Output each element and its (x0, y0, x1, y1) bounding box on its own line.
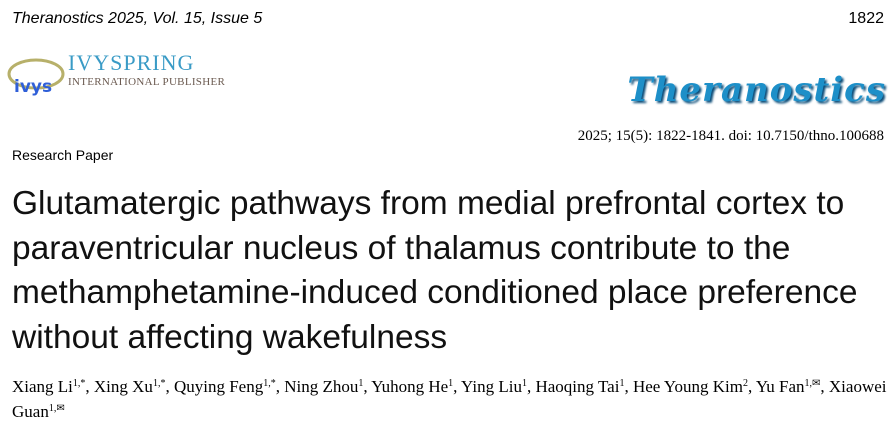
author-affiliation: 1,* (263, 378, 276, 389)
publisher-subtitle: INTERNATIONAL PUBLISHER (68, 76, 226, 88)
page-number: 1822 (848, 10, 884, 27)
author-affiliation: 1,* (152, 378, 166, 389)
author-affiliation: 1,✉ (804, 378, 821, 389)
author: Xing Xu1,* (94, 377, 166, 396)
author-name: Xing Xu (93, 377, 153, 396)
author: Ning Zhou1 (284, 377, 363, 396)
author-name: Ying Liu (461, 377, 522, 396)
author: Xiang Li1,* (12, 377, 85, 396)
author: Haoqing Tai1 (535, 377, 624, 396)
author-name: Hee Young Kim (632, 377, 743, 396)
author: Yu Fan1,✉ (756, 377, 821, 396)
author: Yuhong He1 (371, 377, 453, 396)
author-name: Quying Feng (173, 377, 264, 396)
running-header: Theranostics 2025, Vol. 15, Issue 5 (12, 10, 263, 27)
author-affiliation: 1,* (72, 378, 86, 389)
author: Ying Liu1 (461, 377, 527, 396)
author: Hee Young Kim2 (633, 377, 748, 396)
author-name: Yu Fan (755, 377, 805, 396)
paper-title: Glutamatergic pathways from medial prefr… (12, 185, 858, 356)
author-affiliation: 2 (742, 378, 748, 389)
author: Quying Feng1,* (174, 377, 276, 396)
citation: 2025; 15(5): 1822-1841. doi: 10.7150/thn… (577, 128, 884, 144)
author-name: Yuhong He (371, 377, 449, 396)
author-name: Haoqing Tai (535, 377, 620, 396)
author-list: Xiang Li1,*, Xing Xu1,*, Quying Feng1,*,… (12, 377, 887, 421)
author-name: Xiang Li (12, 377, 73, 396)
author-affiliation: 1,✉ (48, 403, 65, 414)
ivyspring-logo-icon: ivys (7, 58, 65, 97)
author-affiliation: 1 (358, 378, 364, 389)
article-type: Research Paper (12, 147, 114, 163)
author: Xiaowei Guan1,✉ (12, 377, 887, 421)
journal-logo: Theranostics (627, 70, 886, 110)
svg-text:ivys: ivys (14, 77, 52, 97)
publisher-name: IVYSPRING (68, 50, 195, 75)
author-name: Xiaowei Guan (12, 377, 887, 421)
author-affiliation: 1 (448, 378, 454, 389)
author-affiliation: 1 (619, 378, 625, 389)
author-name: Ning Zhou (284, 377, 359, 396)
author-affiliation: 1 (521, 378, 527, 389)
